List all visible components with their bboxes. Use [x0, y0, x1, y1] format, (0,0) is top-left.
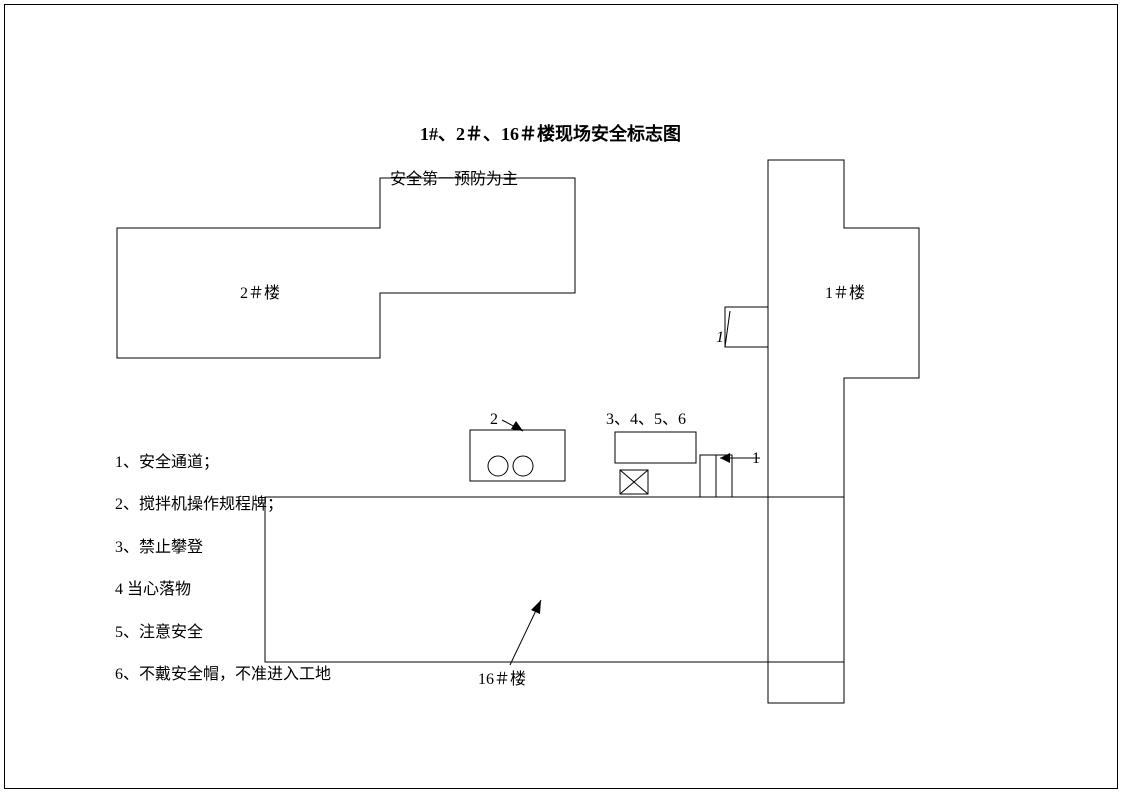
mixer-box [470, 430, 565, 481]
building-1-label: 1＃楼 [825, 284, 865, 302]
mixer-circle [513, 456, 533, 476]
building-16-label: 16＃楼 [478, 670, 526, 688]
building-2-outline [117, 178, 575, 358]
marker-2: 2 [490, 411, 498, 428]
marker-1-left: 1 [716, 329, 724, 346]
corridor-small-box [700, 455, 716, 497]
site-diagram: 2＃楼 1＃楼 16＃楼 1 1 2 3、4、5、6 [0, 0, 1122, 793]
corridor-box [725, 307, 768, 347]
corridor-line [725, 311, 730, 347]
building-2-label: 2＃楼 [240, 284, 280, 302]
mixer-circle [488, 456, 508, 476]
sign-box [615, 432, 696, 463]
building-16-outline [265, 497, 844, 662]
arrow-head [531, 600, 541, 614]
marker-3456: 3、4、5、6 [606, 411, 686, 428]
marker-1-right: 1 [752, 450, 760, 467]
